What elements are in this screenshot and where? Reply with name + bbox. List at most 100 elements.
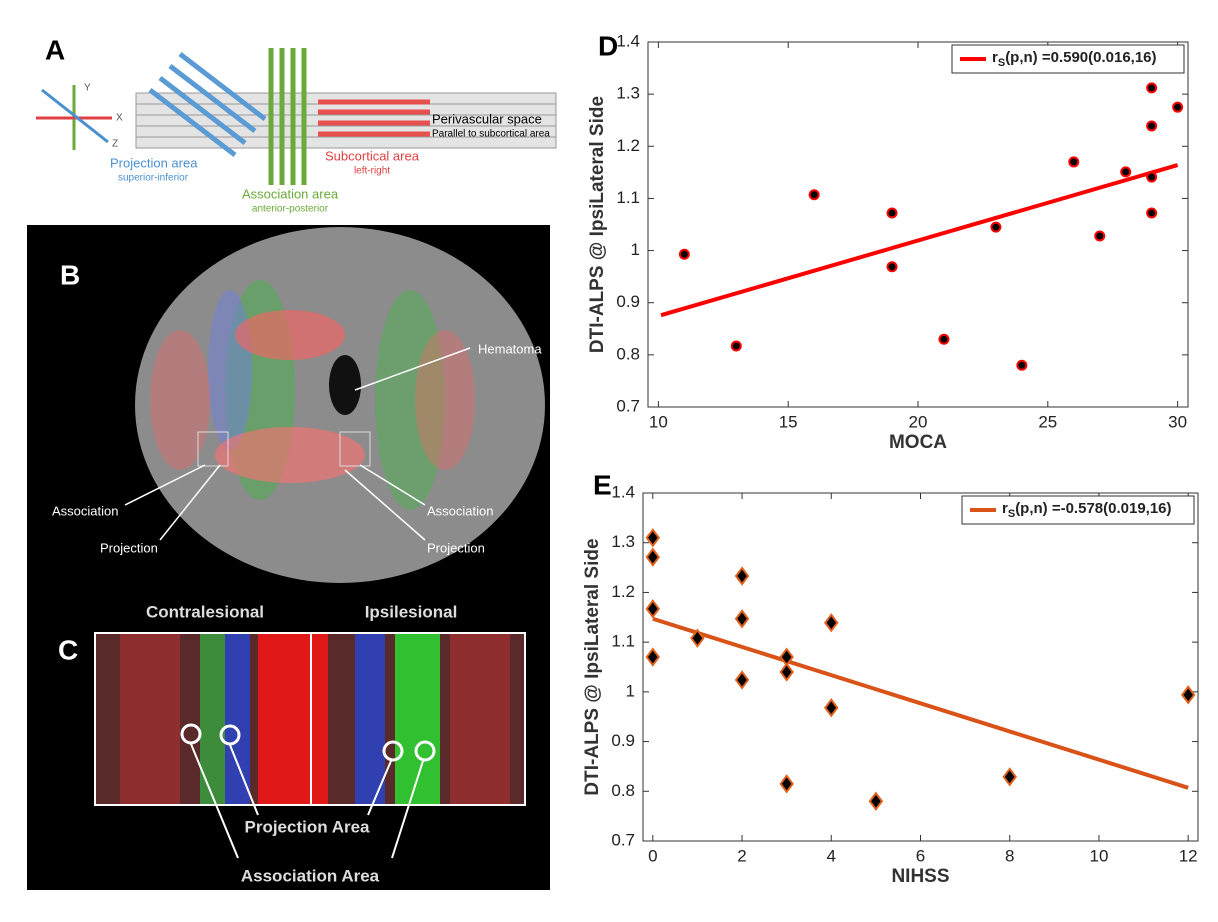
point xyxy=(1172,101,1184,113)
label: Projection xyxy=(100,540,158,555)
legend-text: r xyxy=(1002,500,1008,517)
legend-text: r xyxy=(992,49,998,66)
plot-area xyxy=(647,41,1189,408)
x-tick-label: 6 xyxy=(916,846,925,865)
point xyxy=(678,248,690,260)
image-c: C Contralesional Ipsilesional Projection… xyxy=(58,602,526,885)
point xyxy=(1146,120,1158,132)
y-tick-label: 1.2 xyxy=(616,136,640,155)
label: Hematoma xyxy=(478,341,542,356)
y-tick-label: 1.2 xyxy=(611,582,635,601)
x-tick-label: 25 xyxy=(1038,412,1057,431)
x-tick-label: 8 xyxy=(1005,846,1014,865)
legend-label: rS(p,n) =0.590(0.016,16) xyxy=(992,49,1157,69)
legend-box xyxy=(951,44,1185,74)
y-tick-label: 0.8 xyxy=(616,344,640,363)
y-axis-label: DTI-ALPS @ IpsiLateral Side xyxy=(587,96,608,353)
tract xyxy=(208,290,252,450)
leader-lines xyxy=(190,743,424,859)
tract xyxy=(150,330,210,470)
point xyxy=(1068,156,1080,168)
y-tick-label: 1.3 xyxy=(616,84,640,103)
axis-name: X xyxy=(116,113,123,124)
label: superior-inferior xyxy=(118,173,189,184)
label: Association area xyxy=(242,186,339,201)
point xyxy=(990,221,1002,233)
legend: rS(p,n) =-0.578(0.019,16) xyxy=(961,495,1195,525)
tract xyxy=(235,310,345,360)
point xyxy=(645,647,661,667)
x-tick-label: 15 xyxy=(779,412,798,431)
x-tick-label: 2 xyxy=(737,846,746,865)
fit-line xyxy=(660,163,1179,318)
point xyxy=(1094,230,1106,242)
point xyxy=(734,609,750,629)
point xyxy=(886,207,898,219)
label: Parallel to subcortical area xyxy=(432,129,550,140)
legend-text: S xyxy=(998,57,1005,69)
axis-arrow xyxy=(41,88,109,144)
label: Association xyxy=(427,503,493,518)
x-axis-label: NIHSS xyxy=(891,866,949,887)
label: left-right xyxy=(354,166,390,177)
label: Subcortical area xyxy=(325,148,420,163)
x-tick-label: 30 xyxy=(1168,412,1187,431)
image-b: B Hematoma Association Projection Associ… xyxy=(52,227,545,583)
legend-text: S xyxy=(1008,508,1015,520)
y-tick-label: 1.1 xyxy=(616,188,640,207)
point xyxy=(645,599,661,619)
label: Contralesional xyxy=(146,602,264,621)
y-tick-label: 1 xyxy=(631,240,640,259)
label: Projection xyxy=(427,540,485,555)
point xyxy=(779,774,794,794)
panel-label: A xyxy=(45,34,65,65)
point xyxy=(808,189,820,201)
label: Association xyxy=(52,503,118,518)
point xyxy=(1016,359,1028,371)
legend-text: (p,n) =0.590(0.016,16) xyxy=(1005,49,1156,66)
axis-name: Y xyxy=(84,83,91,94)
x-tick-label: 4 xyxy=(827,846,836,865)
point xyxy=(734,566,750,586)
y-axis-label: DTI-ALPS @ IpsiLateral Side xyxy=(582,538,603,795)
point xyxy=(645,528,661,548)
point xyxy=(868,791,884,811)
y-tick-label: 0.7 xyxy=(611,830,635,849)
diagram-a: A Y X Z Projection area superior-inferio… xyxy=(36,34,557,215)
point xyxy=(690,628,705,648)
panel-label: E xyxy=(593,469,612,500)
x-tick-label: 0 xyxy=(648,846,657,865)
y-tick-label: 0.9 xyxy=(616,292,640,311)
panel-label: D xyxy=(598,30,618,61)
x-axis-label: MOCA xyxy=(889,432,947,453)
point xyxy=(886,261,898,273)
y-tick-label: 1.1 xyxy=(611,632,635,651)
y-tick-label: 1.3 xyxy=(611,532,635,551)
legend-box xyxy=(961,495,1195,525)
point xyxy=(1180,685,1196,705)
y-tick-label: 1.4 xyxy=(616,31,640,50)
tract xyxy=(258,633,328,805)
association-arrows xyxy=(268,48,307,185)
point xyxy=(645,547,661,567)
legend: rS(p,n) =0.590(0.016,16) xyxy=(951,44,1185,74)
roi xyxy=(339,431,371,467)
tract xyxy=(375,290,445,510)
label: Projection Area xyxy=(244,817,370,836)
tract xyxy=(415,330,475,470)
point xyxy=(938,333,950,345)
point xyxy=(824,613,839,633)
y-tick-label: 0.7 xyxy=(616,396,640,415)
label: Projection area xyxy=(110,155,198,170)
x-tick-label: 20 xyxy=(909,412,928,431)
point xyxy=(1146,207,1158,219)
point xyxy=(779,662,794,682)
point xyxy=(1120,166,1132,178)
legend-text: (p,n) =-0.578(0.019,16) xyxy=(1015,500,1171,517)
y-tick-label: 0.9 xyxy=(611,731,635,750)
plot-area xyxy=(642,492,1199,842)
roi-circles xyxy=(180,723,436,762)
y-tick-label: 1 xyxy=(626,681,635,700)
projection-arrows xyxy=(148,52,267,157)
